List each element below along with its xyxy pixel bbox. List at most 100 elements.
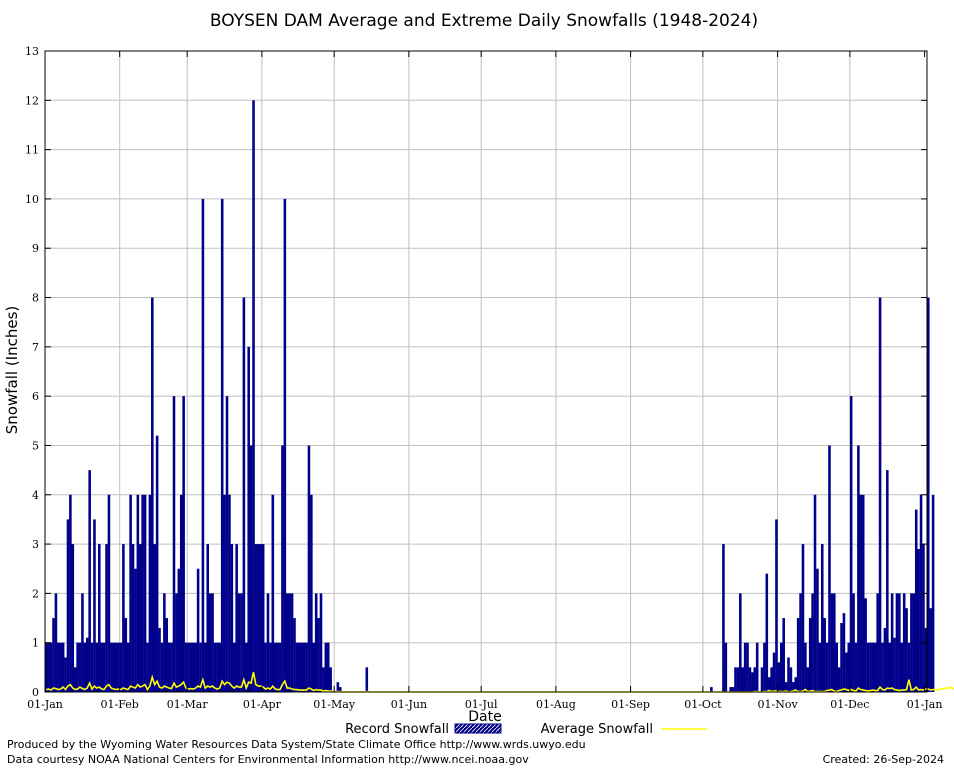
x-tick-label: 01-Nov	[757, 698, 798, 711]
record-snowfall-bar	[59, 642, 63, 692]
record-snowfall-bar	[739, 593, 742, 692]
record-snowfall-bar	[252, 100, 255, 692]
record-snowfall-bar	[765, 573, 769, 692]
record-snowfall-bar	[312, 642, 316, 692]
record-snowfall-bar	[57, 642, 60, 692]
record-snowfall-bar	[302, 642, 306, 692]
record-snowfall-bar	[163, 593, 166, 692]
record-snowfall-bar	[746, 642, 749, 692]
record-snowfall-bar	[876, 593, 879, 692]
y-tick-label: 9	[32, 242, 39, 255]
y-tick-label: 8	[32, 292, 39, 305]
record-snowfall-bar	[141, 494, 144, 692]
x-axis-ticks: 01-Jan 01-Feb 01-Mar 01-Apr 01-May 01-Jun 01-J…	[27, 51, 942, 711]
record-snowfall-bar	[772, 652, 776, 692]
record-snowfall-bar	[767, 677, 771, 692]
record-snowfall-bar	[170, 642, 173, 692]
record-snowfall-bar	[216, 642, 219, 692]
record-snowfall-bar	[177, 568, 181, 692]
record-snowfall-bar	[329, 667, 332, 692]
record-snowfall-bar	[830, 593, 834, 692]
record-snowfall-bar	[339, 687, 342, 692]
record-snowfall-bar	[895, 593, 899, 692]
record-snowfall-bar	[818, 642, 822, 692]
record-snowfall-bar	[816, 568, 819, 692]
record-snowfall-bar	[295, 642, 299, 692]
record-snowfall-bar	[854, 642, 858, 692]
record-snowfall-bar	[799, 593, 802, 692]
record-snowfall-bar	[208, 593, 212, 692]
x-tick-label: 01-Mar	[167, 698, 209, 711]
record-snowfall-bars	[45, 100, 935, 693]
record-snowfall-bar	[105, 544, 108, 692]
record-snowfall-bar	[85, 637, 89, 692]
y-tick-label: 6	[32, 390, 39, 403]
record-snowfall-bar	[153, 544, 156, 692]
y-tick-label: 3	[32, 538, 39, 551]
record-snowfall-bar	[73, 667, 77, 692]
record-snowfall-bar	[155, 435, 159, 692]
record-snowfall-bar	[213, 642, 217, 692]
record-snowfall-bar	[324, 642, 328, 692]
y-tick-label: 1	[32, 637, 39, 650]
record-snowfall-bar	[922, 544, 925, 692]
record-snowfall-bar	[129, 494, 132, 692]
record-snowfall-bar	[751, 672, 754, 692]
record-snowfall-bar	[914, 509, 918, 692]
footer-created: Created: 26-Sep-2024	[822, 753, 944, 766]
record-snowfall-bar	[912, 593, 916, 692]
x-tick-label: 01-Jan	[27, 698, 63, 711]
record-snowfall-bar	[71, 544, 75, 692]
record-snowfall-bar	[107, 494, 111, 692]
record-snowfall-bar	[871, 642, 875, 692]
y-tick-label: 5	[32, 439, 39, 452]
record-snowfall-bar	[927, 297, 930, 692]
record-snowfall-bar	[47, 642, 50, 692]
record-snowfall-bar	[90, 642, 94, 692]
record-snowfall-bar	[322, 667, 325, 692]
record-snowfall-bar	[305, 642, 308, 692]
record-snowfall-bar	[175, 593, 178, 692]
record-snowfall-bar	[83, 642, 87, 692]
record-snowfall-bar	[290, 593, 294, 692]
record-snowfall-bar	[206, 544, 210, 692]
record-snowfall-bar	[833, 593, 836, 692]
record-snowfall-bar	[184, 642, 188, 692]
record-snowfall-bar	[789, 667, 793, 692]
record-snowfall-bar	[796, 618, 800, 692]
record-snowfall-bar	[840, 622, 843, 692]
record-snowfall-bar	[64, 657, 67, 692]
record-snowfall-bar	[259, 544, 263, 692]
record-snowfall-bar	[223, 494, 226, 692]
record-snowfall-bar	[138, 544, 142, 692]
x-tick-label: 01-Apr	[243, 698, 282, 711]
record-snowfall-bar	[729, 687, 732, 692]
record-snowfall-bar	[731, 687, 735, 692]
record-snowfall-bar	[134, 568, 137, 692]
record-snowfall-bar	[249, 445, 253, 692]
record-snowfall-bar	[66, 519, 70, 692]
record-snowfall-bar	[81, 593, 84, 692]
record-snowfall-bar	[54, 593, 58, 692]
y-tick-label: 0	[32, 686, 39, 699]
record-snowfall-bar	[146, 642, 149, 692]
record-snowfall-bar	[811, 593, 814, 692]
record-snowfall-bar	[835, 642, 838, 692]
record-snowfall-bar	[931, 494, 935, 692]
record-snowfall-bar	[845, 652, 848, 692]
record-snowfall-bar	[165, 618, 169, 692]
record-snowfall-bar	[900, 642, 904, 692]
record-snowfall-bar	[847, 642, 851, 692]
record-snowfall-bar	[201, 198, 205, 693]
record-snowfall-bar	[78, 642, 82, 692]
plot-frame	[44, 50, 928, 693]
record-snowfall-bar	[317, 618, 320, 692]
record-snowfall-bar	[189, 642, 193, 692]
record-snowfall-bar	[261, 544, 265, 692]
record-snowfall-bar	[112, 642, 116, 692]
record-snowfall-bar	[886, 470, 889, 692]
record-snowfall-bar	[196, 568, 200, 692]
record-snowfall-bar	[110, 642, 113, 692]
record-snowfall-bar	[281, 445, 284, 692]
record-snowfall-bar	[100, 642, 103, 692]
